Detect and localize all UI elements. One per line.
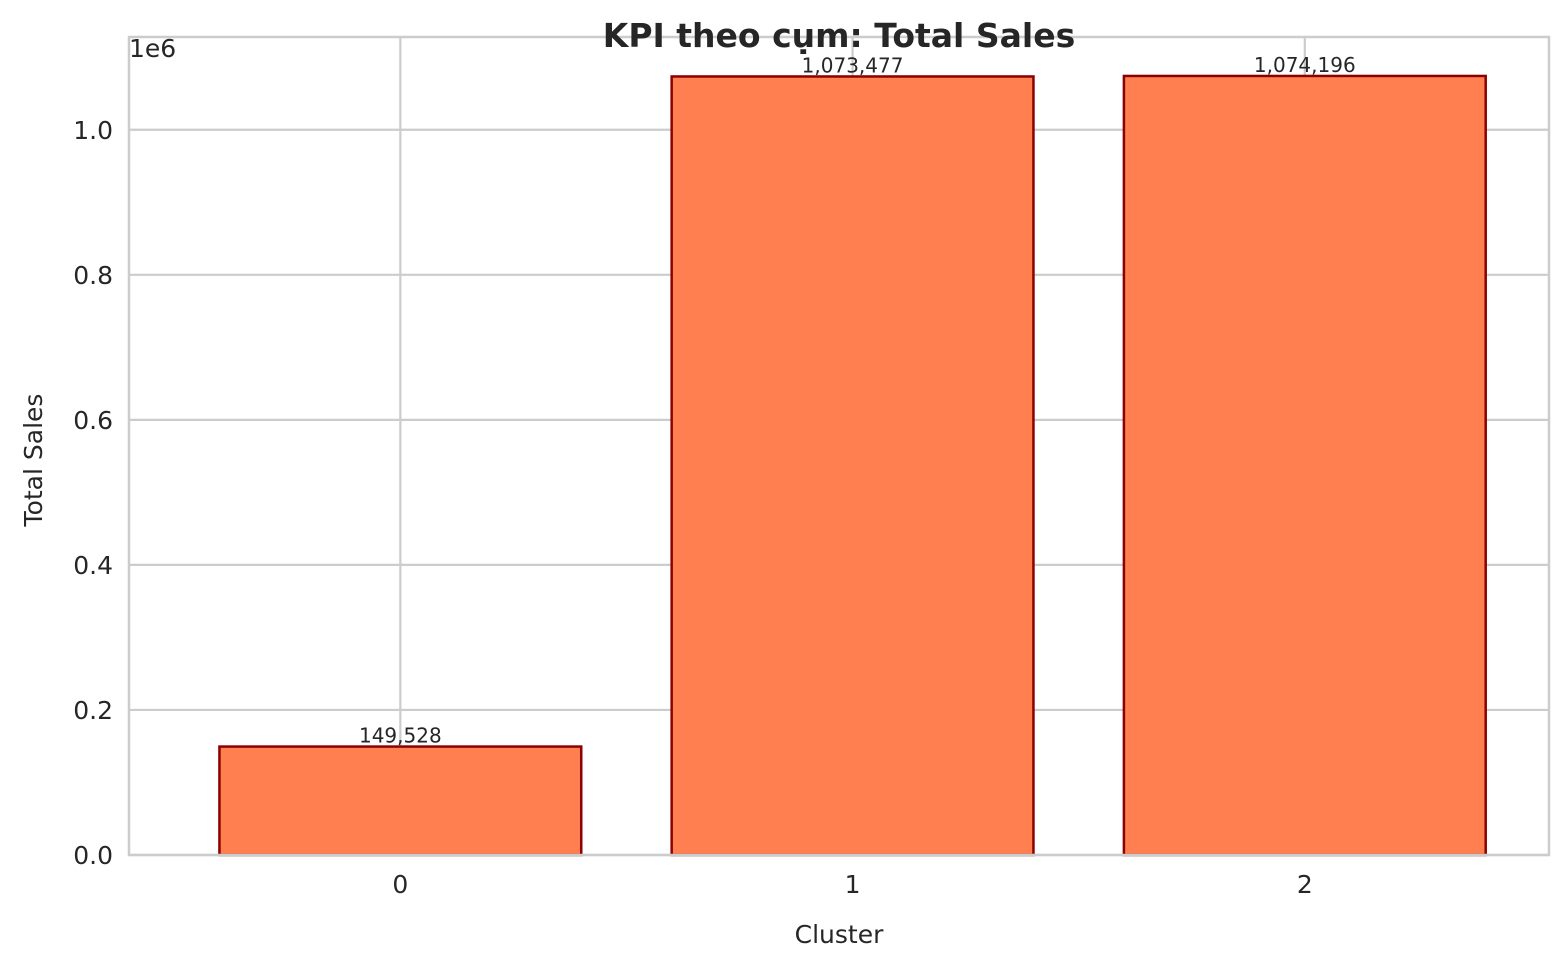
bars xyxy=(218,74,1487,857)
x-tick-label: 1 xyxy=(845,870,861,899)
y-tick-label: 1.0 xyxy=(73,116,113,145)
bar-cluster-2 xyxy=(1122,74,1487,857)
y-tick-label: 0.6 xyxy=(73,406,113,435)
x-axis-ticks: 0 1 2 xyxy=(392,870,1312,899)
bar-value-label: 1,073,477 xyxy=(802,53,904,77)
y-tick-label: 0.8 xyxy=(73,261,113,290)
y-tick-label: 0.4 xyxy=(73,551,113,580)
bar-cluster-1 xyxy=(670,75,1035,857)
y-axis-ticks: 0.0 0.2 0.4 0.6 0.8 1.0 xyxy=(73,116,113,870)
bar-value-label: 1,074,196 xyxy=(1254,53,1356,77)
bar-cluster-0 xyxy=(218,745,583,857)
x-axis-label: Cluster xyxy=(795,920,884,949)
x-tick-label: 0 xyxy=(392,870,408,899)
y-tick-label: 0.0 xyxy=(73,841,113,870)
y-tick-label: 0.2 xyxy=(73,696,113,725)
y-axis-offset-label: 1e6 xyxy=(129,34,176,63)
x-tick-label: 2 xyxy=(1297,870,1313,899)
chart-title: KPI theo cụm: Total Sales xyxy=(603,16,1075,55)
bar-value-label: 149,528 xyxy=(359,724,442,748)
data-labels: 149,528 1,073,477 1,074,196 xyxy=(359,53,1356,748)
y-axis-label: Total Sales xyxy=(19,394,48,528)
plot-frame xyxy=(127,35,1551,857)
